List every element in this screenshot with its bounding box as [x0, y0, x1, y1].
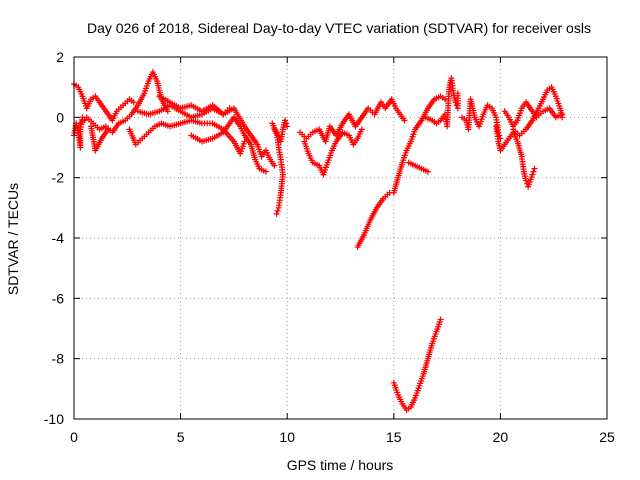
series-track-19 — [501, 99, 566, 130]
y-tick-label: -8 — [52, 351, 65, 367]
series-track-14 — [405, 159, 431, 175]
data-point — [424, 168, 431, 175]
series-track-10 — [271, 117, 291, 145]
data-point — [522, 177, 529, 184]
data-point — [130, 99, 137, 106]
series-track-16 — [422, 75, 461, 130]
series-track-20 — [510, 84, 566, 139]
series-track-7 — [156, 93, 233, 118]
data-point — [559, 114, 566, 121]
y-tick-label: 0 — [56, 109, 64, 125]
data-points — [71, 69, 566, 413]
chart-title: Day 026 of 2018, Sidereal Day-to-day VTE… — [87, 20, 591, 36]
x-tick-label: 5 — [177, 429, 185, 445]
series-track-17 — [459, 96, 504, 142]
data-point — [454, 90, 461, 97]
data-point — [226, 105, 233, 112]
series-track-4 — [88, 123, 112, 154]
series-track-12 — [301, 126, 365, 178]
data-point — [273, 210, 280, 217]
data-point — [262, 168, 269, 175]
y-tick-label: -2 — [52, 170, 65, 186]
data-point — [275, 204, 282, 211]
data-point — [437, 316, 444, 323]
series-track-1 — [71, 81, 137, 124]
y-tick-label: -4 — [52, 230, 65, 246]
y-axis-label: SDTVAR / TECUs — [5, 183, 21, 295]
series-track-11 — [296, 96, 408, 145]
data-point — [530, 168, 537, 175]
series-track-18 — [493, 123, 538, 190]
data-point — [531, 165, 538, 172]
y-tick-label: -6 — [52, 290, 65, 306]
series-track-15 — [390, 316, 444, 413]
x-tick-label: 20 — [493, 429, 509, 445]
x-tick-label: 10 — [279, 429, 295, 445]
y-tick-label: 2 — [56, 49, 64, 65]
grid-lines — [74, 57, 607, 419]
data-point — [282, 117, 289, 124]
plot-frame — [73, 56, 608, 420]
data-point — [105, 126, 112, 133]
x-tick-label: 15 — [386, 429, 402, 445]
x-tick-label: 25 — [599, 429, 615, 445]
data-point — [283, 120, 290, 127]
x-axis-label: GPS time / hours — [287, 457, 394, 473]
series-track-5 — [126, 117, 248, 157]
data-point — [529, 171, 536, 178]
data-point — [401, 117, 408, 124]
data-point — [271, 162, 278, 169]
series-track-6 — [134, 102, 278, 169]
series-track-13 — [354, 93, 448, 251]
y-tick-label: -10 — [44, 411, 64, 427]
data-point — [358, 126, 365, 133]
series-track-8 — [188, 114, 269, 175]
x-tick-label: 0 — [70, 429, 78, 445]
data-point — [274, 207, 281, 214]
data-point — [284, 123, 291, 130]
